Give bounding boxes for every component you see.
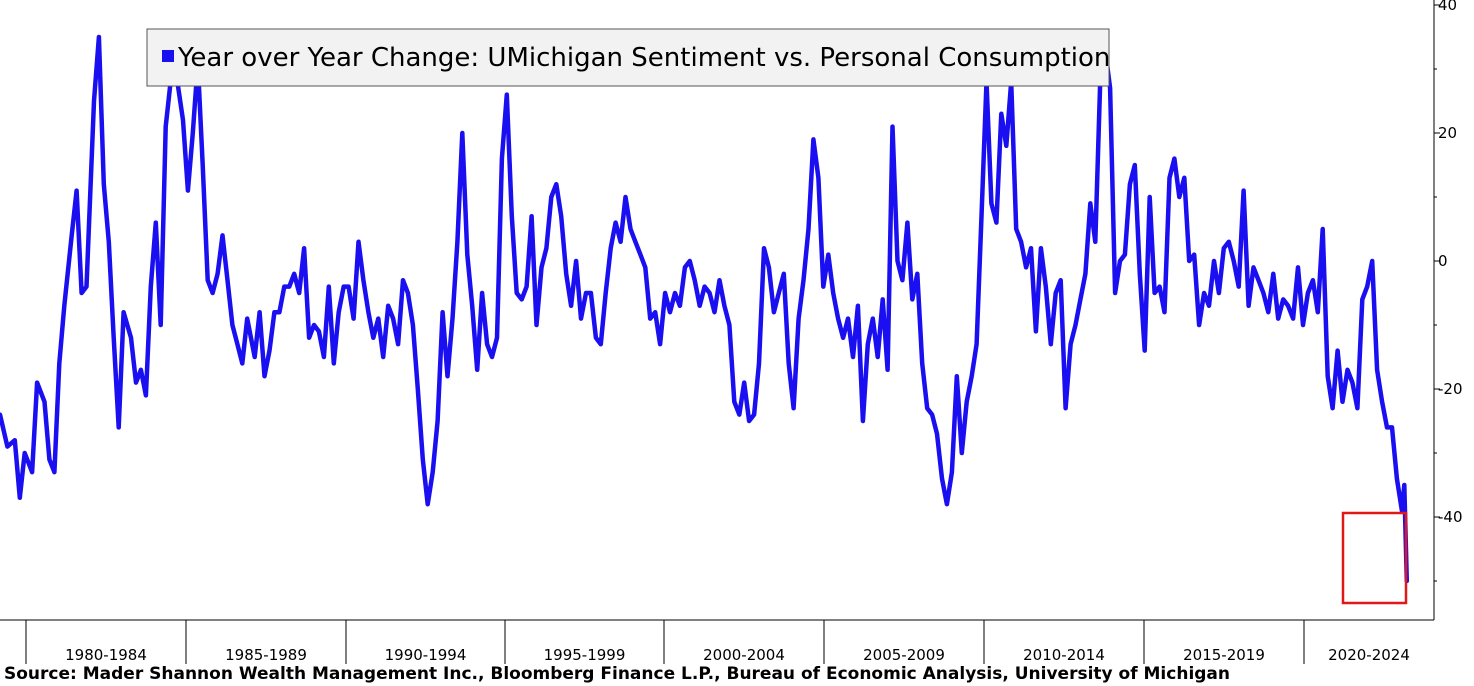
series-layer xyxy=(0,34,1410,584)
highlight-box xyxy=(1341,511,1408,605)
y-tick-label: -40 xyxy=(1438,508,1463,526)
source-note: Source: Mader Shannon Wealth Management … xyxy=(4,664,1231,684)
y-tick-label: 20 xyxy=(1438,124,1457,142)
y-tick-label: 40 xyxy=(1438,0,1457,14)
x-tick-label: 1985-1989 xyxy=(225,646,307,664)
x-tick-label: 2005-2009 xyxy=(863,646,945,664)
legend-box xyxy=(146,28,1110,87)
x-tick-label: 2000-2004 xyxy=(703,646,785,664)
x-tick-label: 1995-1999 xyxy=(544,646,626,664)
x-tick-label: 2010-2014 xyxy=(1023,646,1105,664)
series-line xyxy=(0,34,1410,584)
legend-label: Year over Year Change: UMichigan Sentime… xyxy=(177,43,1110,73)
legend-swatch xyxy=(162,50,174,62)
legend: Year over Year Change: UMichigan Sentime… xyxy=(146,28,1110,87)
x-tick-label: 1990-1994 xyxy=(385,646,467,664)
x-tick-label: 2015-2019 xyxy=(1183,646,1265,664)
x-tick-label: 1980-1984 xyxy=(65,646,147,664)
y-tick-label: -20 xyxy=(1438,380,1463,398)
y-tick-label: 0 xyxy=(1438,252,1448,270)
x-tick-label: 2020-2024 xyxy=(1328,646,1410,664)
axes: 40 20 0 -20 -40 1980-1984 1985-1989 1990-1994 19… xyxy=(0,0,1463,664)
